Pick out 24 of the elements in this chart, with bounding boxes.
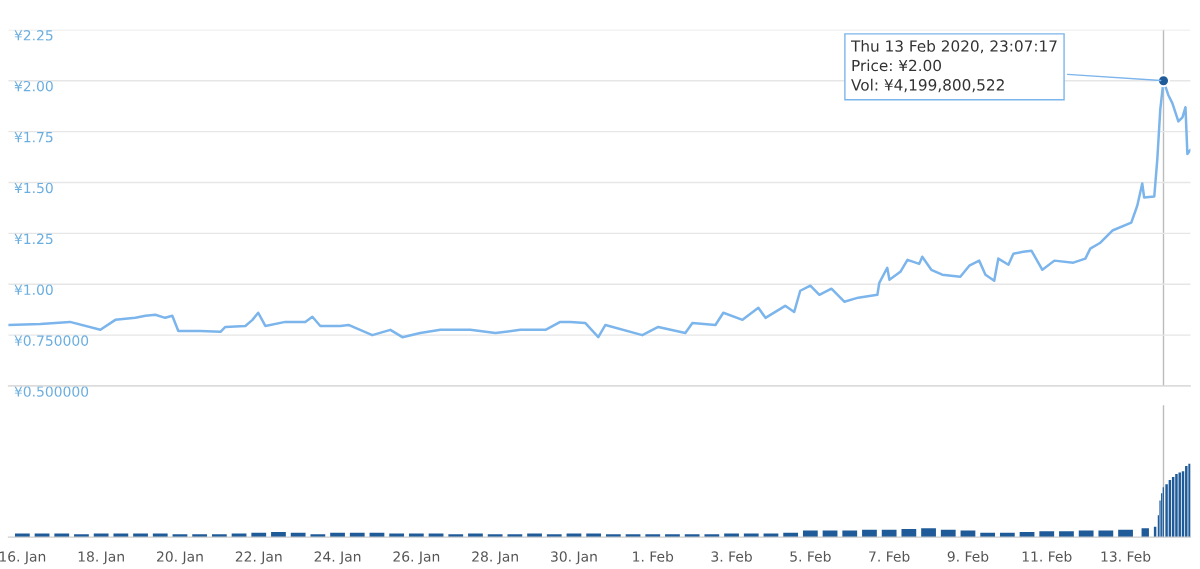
x-tick-label: 20. Jan: [157, 551, 203, 565]
x-tick-label: 13. Feb: [1101, 551, 1151, 562]
x-tick-label: 11. Feb: [1022, 551, 1072, 562]
y-tick-label: ¥1.75: [14, 132, 53, 143]
x-tick-label: 5. Feb: [790, 551, 831, 562]
x-tick-label: 22. Jan: [235, 551, 282, 565]
x-tick-label: 28. Jan: [472, 551, 518, 565]
x-tick-label: 7. Feb: [869, 551, 910, 562]
y-tick-label: ¥1.25: [14, 233, 53, 245]
y-tick-label: ¥1.00: [14, 284, 53, 295]
x-tick-label: 24. Jan: [314, 551, 361, 565]
y-tick-label: ¥2.00: [14, 80, 53, 92]
x-tick-label: 30. Jan: [551, 551, 597, 565]
x-tick-label: 18. Jan: [78, 551, 124, 565]
x-tick-label: 9. Feb: [947, 551, 989, 562]
annotation: Thu 13 Feb 2020, 23:07:17 Price: ¥2.00 Vol: ¥4,199,800,522: [850, 39, 1057, 93]
x-tick-label: 16. Jan: [0, 551, 46, 565]
y-tick-label: ¥1.50: [14, 182, 53, 194]
x-tick-label: 26. Jan: [393, 551, 440, 565]
y-tick-label: ¥2.25: [14, 30, 53, 41]
y-tick-label: ¥0.750000: [14, 335, 89, 346]
y-tick-label: ¥0.500000: [14, 386, 89, 397]
x-tick-label: 1. Feb: [633, 551, 674, 562]
x-tick-label: 3. Feb: [711, 551, 752, 562]
